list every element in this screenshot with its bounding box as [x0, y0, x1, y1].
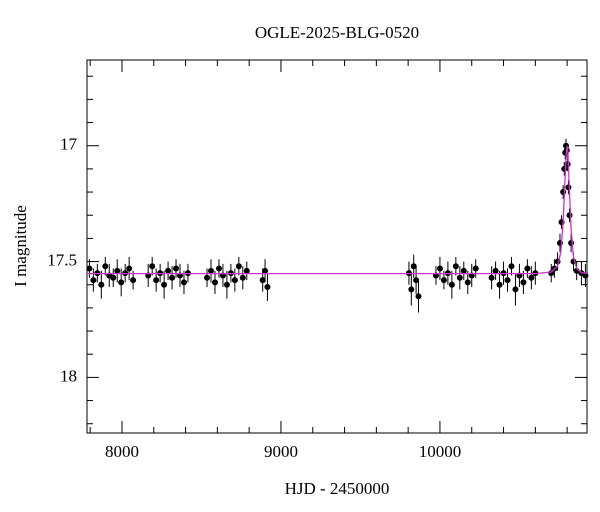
data-point: [560, 189, 567, 196]
data-point: [496, 281, 503, 288]
data-point: [456, 274, 463, 281]
y-tick-label: 17: [60, 135, 78, 154]
data-point: [161, 281, 168, 288]
data-point: [460, 267, 467, 274]
data-point: [488, 274, 495, 281]
data-point: [568, 240, 575, 247]
chart-title: OGLE-2025-BLG-0520: [255, 23, 419, 42]
data-point: [452, 263, 459, 270]
data-point: [243, 267, 250, 274]
data-point: [130, 277, 137, 284]
data-point: [90, 277, 97, 284]
data-point: [211, 279, 218, 286]
data-point: [492, 267, 499, 274]
data-point: [102, 263, 109, 270]
data-point: [126, 265, 133, 272]
y-tick-label: 18: [60, 366, 77, 385]
data-point: [520, 279, 527, 286]
data-point: [436, 265, 443, 272]
data-point: [565, 184, 572, 191]
plot-frame: [86, 59, 588, 434]
data-point: [259, 277, 266, 284]
y-axis-label: I magnitude: [11, 205, 30, 287]
x-axis-label: HJD - 2450000: [285, 479, 390, 498]
data-point: [118, 279, 125, 286]
data-point: [566, 212, 573, 219]
data-point: [264, 284, 271, 291]
data-point: [173, 265, 180, 272]
data-point: [413, 277, 420, 284]
data-point: [410, 263, 417, 270]
data-point: [508, 263, 515, 270]
data-point: [262, 267, 269, 274]
model-line: [87, 145, 588, 275]
data-point: [180, 279, 187, 286]
x-tick-label: 10000: [419, 442, 462, 461]
data-point: [448, 281, 455, 288]
x-tick-label: 9000: [264, 442, 298, 461]
data-point: [464, 279, 471, 286]
data-point: [86, 265, 93, 272]
data-point: [223, 281, 230, 288]
data-point: [98, 281, 105, 288]
data-point: [472, 265, 479, 272]
data-point: [415, 293, 422, 300]
data-point: [165, 267, 172, 274]
data-point: [528, 274, 535, 281]
data-point: [208, 267, 215, 274]
data-point: [204, 274, 211, 281]
data-point: [504, 277, 511, 284]
data-point: [153, 277, 160, 284]
data-point: [440, 277, 447, 284]
data-point: [408, 286, 415, 293]
data-point: [149, 263, 156, 270]
y-tick-label: 17.5: [47, 250, 77, 269]
data-point: [169, 274, 176, 281]
data-point: [231, 277, 238, 284]
data-point: [239, 274, 246, 281]
data-point: [235, 263, 242, 270]
data-point: [524, 265, 531, 272]
data-point: [512, 286, 519, 293]
data-point: [110, 274, 117, 281]
data-point: [114, 267, 121, 274]
x-tick-label: 8000: [105, 442, 139, 461]
data-point: [215, 265, 222, 272]
